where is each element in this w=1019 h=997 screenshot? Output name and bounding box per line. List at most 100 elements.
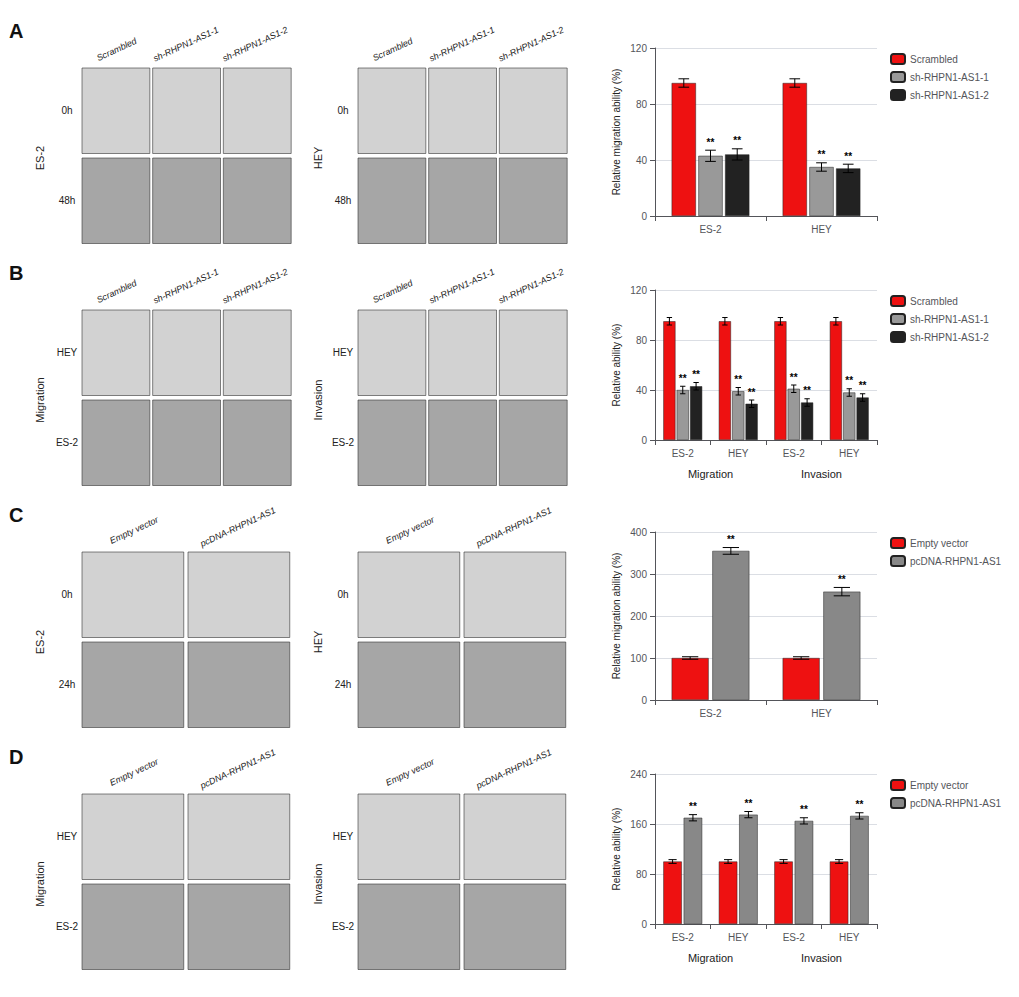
svg-text:HEY: HEY — [811, 224, 832, 235]
svg-text:40: 40 — [636, 155, 648, 166]
svg-text:Migration: Migration — [34, 861, 46, 906]
svg-text:Relative migration ability (%): Relative migration ability (%) — [611, 69, 622, 196]
svg-text:ES-2: ES-2 — [34, 630, 46, 654]
svg-text:Empty vector: Empty vector — [910, 780, 969, 791]
svg-text:HEY: HEY — [312, 146, 324, 169]
svg-text:ES-2: ES-2 — [783, 932, 806, 943]
svg-text:0h: 0h — [337, 589, 348, 600]
svg-text:sh-RHPN1-AS1-2: sh-RHPN1-AS1-2 — [910, 90, 989, 101]
svg-text:Scrambled: Scrambled — [910, 296, 958, 307]
svg-text:**: ** — [859, 380, 867, 391]
svg-text:HEY: HEY — [839, 932, 860, 943]
svg-text:sh-RHPN1-AS1-2: sh-RHPN1-AS1-2 — [497, 267, 565, 306]
svg-text:C: C — [9, 504, 23, 526]
svg-text:pcDNA-RHPN1-AS1: pcDNA-RHPN1-AS1 — [910, 798, 1002, 809]
svg-text:**: ** — [679, 373, 687, 384]
svg-text:120: 120 — [630, 285, 647, 296]
svg-text:sh-RHPN1-AS1-1: sh-RHPN1-AS1-1 — [428, 267, 496, 306]
svg-text:D: D — [9, 746, 23, 768]
svg-text:sh-RHPN1-AS1-1: sh-RHPN1-AS1-1 — [428, 25, 496, 64]
svg-text:HEY: HEY — [57, 347, 78, 358]
svg-text:HEY: HEY — [811, 708, 832, 719]
svg-text:ES-2: ES-2 — [56, 921, 79, 932]
svg-text:**: ** — [790, 372, 798, 383]
svg-text:48h: 48h — [335, 195, 352, 206]
svg-text:HEY: HEY — [333, 831, 354, 842]
svg-text:400: 400 — [630, 527, 647, 538]
svg-text:ES-2: ES-2 — [332, 437, 355, 448]
svg-text:**: ** — [838, 574, 846, 585]
svg-text:Scrambled: Scrambled — [371, 35, 415, 63]
svg-text:ES-2: ES-2 — [34, 146, 46, 170]
svg-text:Migration: Migration — [688, 952, 733, 964]
svg-text:80: 80 — [636, 99, 648, 110]
svg-text:Scrambled: Scrambled — [95, 277, 139, 305]
svg-text:ES-2: ES-2 — [783, 448, 806, 459]
svg-text:**: ** — [803, 385, 811, 396]
svg-text:Scrambled: Scrambled — [95, 35, 139, 63]
svg-text:**: ** — [733, 135, 741, 146]
svg-text:sh-RHPN1-AS1-2: sh-RHPN1-AS1-2 — [497, 25, 565, 64]
svg-text:sh-RHPN1-AS1-2: sh-RHPN1-AS1-2 — [910, 332, 989, 343]
svg-text:ES-2: ES-2 — [699, 224, 722, 235]
svg-text:**: ** — [734, 374, 742, 385]
svg-text:Scrambled: Scrambled — [910, 54, 958, 65]
svg-text:ES-2: ES-2 — [332, 921, 355, 932]
svg-text:120: 120 — [630, 43, 647, 54]
svg-text:Relative ability (%): Relative ability (%) — [611, 324, 622, 407]
svg-text:0h: 0h — [337, 105, 348, 116]
svg-text:Relative migration ability (%): Relative migration ability (%) — [611, 553, 622, 680]
svg-text:A: A — [9, 20, 23, 42]
svg-text:Empty vector: Empty vector — [910, 538, 969, 549]
svg-text:Empty vector: Empty vector — [108, 756, 161, 788]
svg-text:0h: 0h — [61, 105, 72, 116]
svg-text:pcDNA-RHPN1-AS1: pcDNA-RHPN1-AS1 — [474, 747, 553, 791]
svg-text:**: ** — [818, 149, 826, 160]
svg-text:80: 80 — [636, 335, 648, 346]
svg-text:Invasion: Invasion — [312, 380, 324, 421]
svg-text:Invasion: Invasion — [801, 468, 842, 480]
svg-text:ES-2: ES-2 — [672, 932, 695, 943]
svg-text:0: 0 — [641, 435, 647, 446]
svg-text:**: ** — [845, 375, 853, 386]
svg-text:sh-RHPN1-AS1-1: sh-RHPN1-AS1-1 — [152, 267, 220, 306]
svg-text:Scrambled: Scrambled — [371, 277, 415, 305]
svg-text:24h: 24h — [59, 679, 76, 690]
svg-text:160: 160 — [630, 819, 647, 830]
svg-text:sh-RHPN1-AS1-2: sh-RHPN1-AS1-2 — [221, 267, 289, 306]
svg-text:pcDNA-RHPN1-AS1: pcDNA-RHPN1-AS1 — [198, 747, 277, 791]
svg-text:Invasion: Invasion — [801, 952, 842, 964]
svg-text:**: ** — [856, 799, 864, 810]
svg-text:pcDNA-RHPN1-AS1: pcDNA-RHPN1-AS1 — [910, 556, 1002, 567]
svg-text:ES-2: ES-2 — [56, 437, 79, 448]
svg-text:**: ** — [844, 151, 852, 162]
svg-text:240: 240 — [630, 769, 647, 780]
svg-text:**: ** — [707, 137, 715, 148]
svg-text:sh-RHPN1-AS1-2: sh-RHPN1-AS1-2 — [221, 25, 289, 64]
svg-text:pcDNA-RHPN1-AS1: pcDNA-RHPN1-AS1 — [474, 505, 553, 549]
svg-text:ES-2: ES-2 — [672, 448, 695, 459]
svg-text:HEY: HEY — [333, 347, 354, 358]
svg-text:**: ** — [745, 798, 753, 809]
svg-text:Migration: Migration — [34, 377, 46, 422]
svg-text:HEY: HEY — [312, 630, 324, 653]
svg-text:**: ** — [800, 804, 808, 815]
svg-text:sh-RHPN1-AS1-1: sh-RHPN1-AS1-1 — [910, 72, 989, 83]
svg-text:80: 80 — [636, 869, 648, 880]
svg-text:HEY: HEY — [839, 448, 860, 459]
svg-text:sh-RHPN1-AS1-1: sh-RHPN1-AS1-1 — [152, 25, 220, 64]
svg-text:0: 0 — [641, 211, 647, 222]
svg-text:0h: 0h — [61, 589, 72, 600]
svg-text:ES-2: ES-2 — [699, 708, 722, 719]
svg-text:B: B — [9, 262, 23, 284]
svg-text:Migration: Migration — [688, 468, 733, 480]
svg-text:Relative ability (%): Relative ability (%) — [611, 808, 622, 891]
svg-text:0: 0 — [641, 919, 647, 930]
svg-text:48h: 48h — [59, 195, 76, 206]
svg-text:sh-RHPN1-AS1-1: sh-RHPN1-AS1-1 — [910, 314, 989, 325]
svg-text:200: 200 — [630, 611, 647, 622]
svg-text:300: 300 — [630, 569, 647, 580]
svg-text:HEY: HEY — [57, 831, 78, 842]
svg-text:40: 40 — [636, 385, 648, 396]
svg-text:**: ** — [692, 369, 700, 380]
